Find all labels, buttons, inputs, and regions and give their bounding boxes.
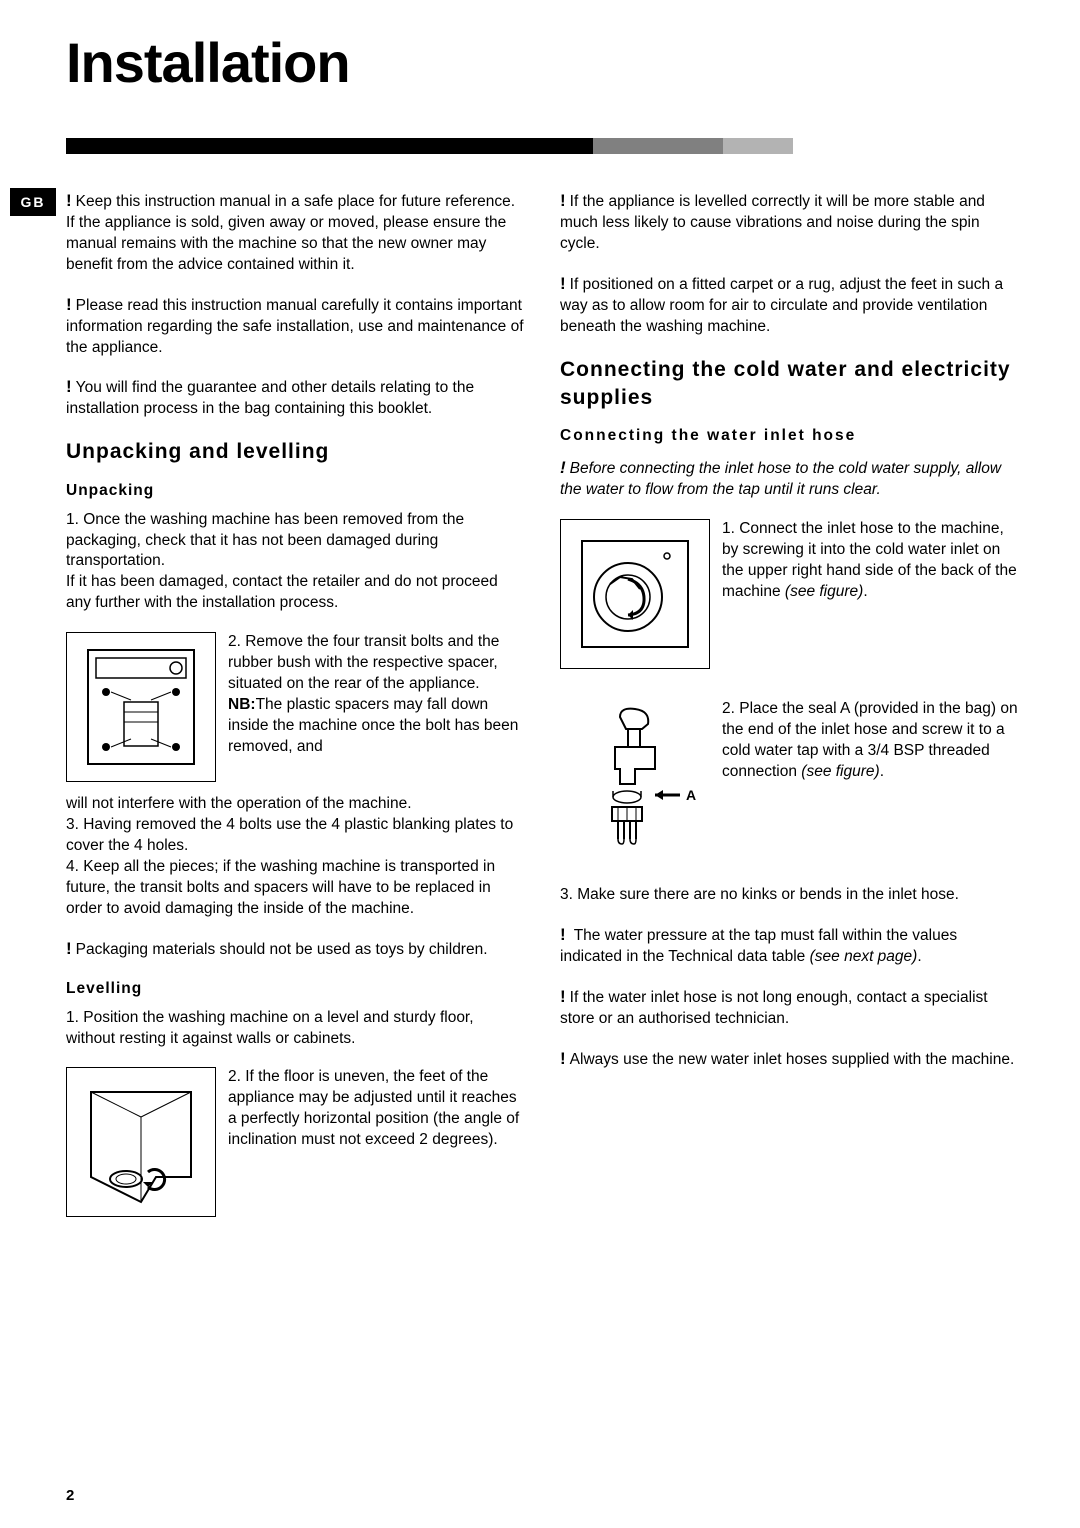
unpacking-damaged-note: If it has been damaged, contact the reta… xyxy=(66,572,526,614)
rule-segment xyxy=(723,138,793,154)
warn-packaging-children: Packaging materials should not be used a… xyxy=(66,938,526,961)
figure-inlet-machine-text: 1. Connect the inlet hose to the machine… xyxy=(722,519,1020,603)
unpacking-nb: NB:The plastic spacers may fall down ins… xyxy=(228,695,526,758)
inlet-step-3: 3. Make sure there are no kinks or bends… xyxy=(560,885,1020,906)
warn-hose-length: If the water inlet hose is not long enou… xyxy=(560,986,1020,1030)
levelling-step-1: 1. Position the washing machine on a lev… xyxy=(66,1008,526,1050)
unpacking-step-2: 2. Remove the four transit bolts and the… xyxy=(228,632,526,695)
figure-transit-bolts-text: 2. Remove the four transit bolts and the… xyxy=(228,632,526,758)
heading-unpacking-levelling: Unpacking and levelling xyxy=(66,438,526,466)
warn-guarantee: You will find the guarantee and other de… xyxy=(66,376,526,420)
warn-levelled-stable: If the appliance is levelled correctly i… xyxy=(560,190,1020,255)
figure-row-inlet-tap: A 2. Place the seal A (provided in the b… xyxy=(560,699,1020,849)
inlet-step-1: 1. Connect the inlet hose to the machine… xyxy=(722,520,1017,600)
see-next-page: (see next page) xyxy=(810,948,918,965)
warn-flush-water: Before connecting the inlet hose to the … xyxy=(560,457,1020,501)
warn-carpet-ventilation: If positioned on a fitted carpet or a ru… xyxy=(560,273,1020,338)
heading-connecting-supplies: Connecting the cold water and electricit… xyxy=(560,356,1020,413)
figure-levelling-text: 2. If the floor is uneven, the feet of t… xyxy=(228,1067,526,1151)
figure-inlet-tap-text: 2. Place the seal A (provided in the bag… xyxy=(722,699,1020,783)
rule-segment xyxy=(593,138,723,154)
figure-row-levelling: 2. If the floor is uneven, the feet of t… xyxy=(66,1067,526,1217)
unpacking-step-3: 3. Having removed the 4 bolts use the 4 … xyxy=(66,815,526,857)
levelling-step-2: 2. If the floor is uneven, the feet of t… xyxy=(228,1067,526,1151)
warn-keep-manual: Keep this instruction manual in a safe p… xyxy=(66,190,526,276)
spacer xyxy=(560,861,1020,885)
warn-read-manual: Please read this instruction manual care… xyxy=(66,294,526,359)
header-rule xyxy=(66,138,1014,154)
see-figure-1: (see figure) xyxy=(785,583,863,600)
figure-inlet-tap: A xyxy=(560,699,710,849)
see-figure-2: (see figure) xyxy=(801,763,879,780)
figure-transit-bolts xyxy=(66,632,216,782)
period: . xyxy=(863,583,867,600)
figure-inlet-machine xyxy=(560,519,710,669)
language-badge: GB xyxy=(10,188,56,216)
rule-segment xyxy=(793,138,1014,154)
unpacking-step-4: 4. Keep all the pieces; if the washing m… xyxy=(66,857,526,920)
subheading-unpacking: Unpacking xyxy=(66,481,526,502)
period: . xyxy=(880,763,884,780)
left-column: Keep this instruction manual in a safe p… xyxy=(66,190,526,1229)
period: . xyxy=(917,948,921,965)
figure-levelling-feet xyxy=(66,1067,216,1217)
subheading-levelling: Levelling xyxy=(66,979,526,1000)
unpacking-step-1: 1. Once the washing machine has been rem… xyxy=(66,510,526,573)
spacer xyxy=(560,681,1020,699)
unpacking-step-2-cont: will not interfere with the operation of… xyxy=(66,794,526,815)
label-a: A xyxy=(686,787,696,803)
nb-text: The plastic spacers may fall down inside… xyxy=(228,696,518,755)
warn-new-hoses: Always use the new water inlet hoses sup… xyxy=(560,1048,1020,1071)
nb-label: NB: xyxy=(228,696,256,713)
subheading-inlet-hose: Connecting the water inlet hose xyxy=(560,426,1020,447)
page-title: Installation xyxy=(66,30,350,95)
right-column: If the appliance is levelled correctly i… xyxy=(560,190,1020,1089)
page-number: 2 xyxy=(66,1487,74,1504)
figure-row-transit-bolts: 2. Remove the four transit bolts and the… xyxy=(66,632,526,782)
warn-water-pressure: The water pressure at the tap must fall … xyxy=(560,924,1020,968)
figure-row-inlet-machine: 1. Connect the inlet hose to the machine… xyxy=(560,519,1020,669)
